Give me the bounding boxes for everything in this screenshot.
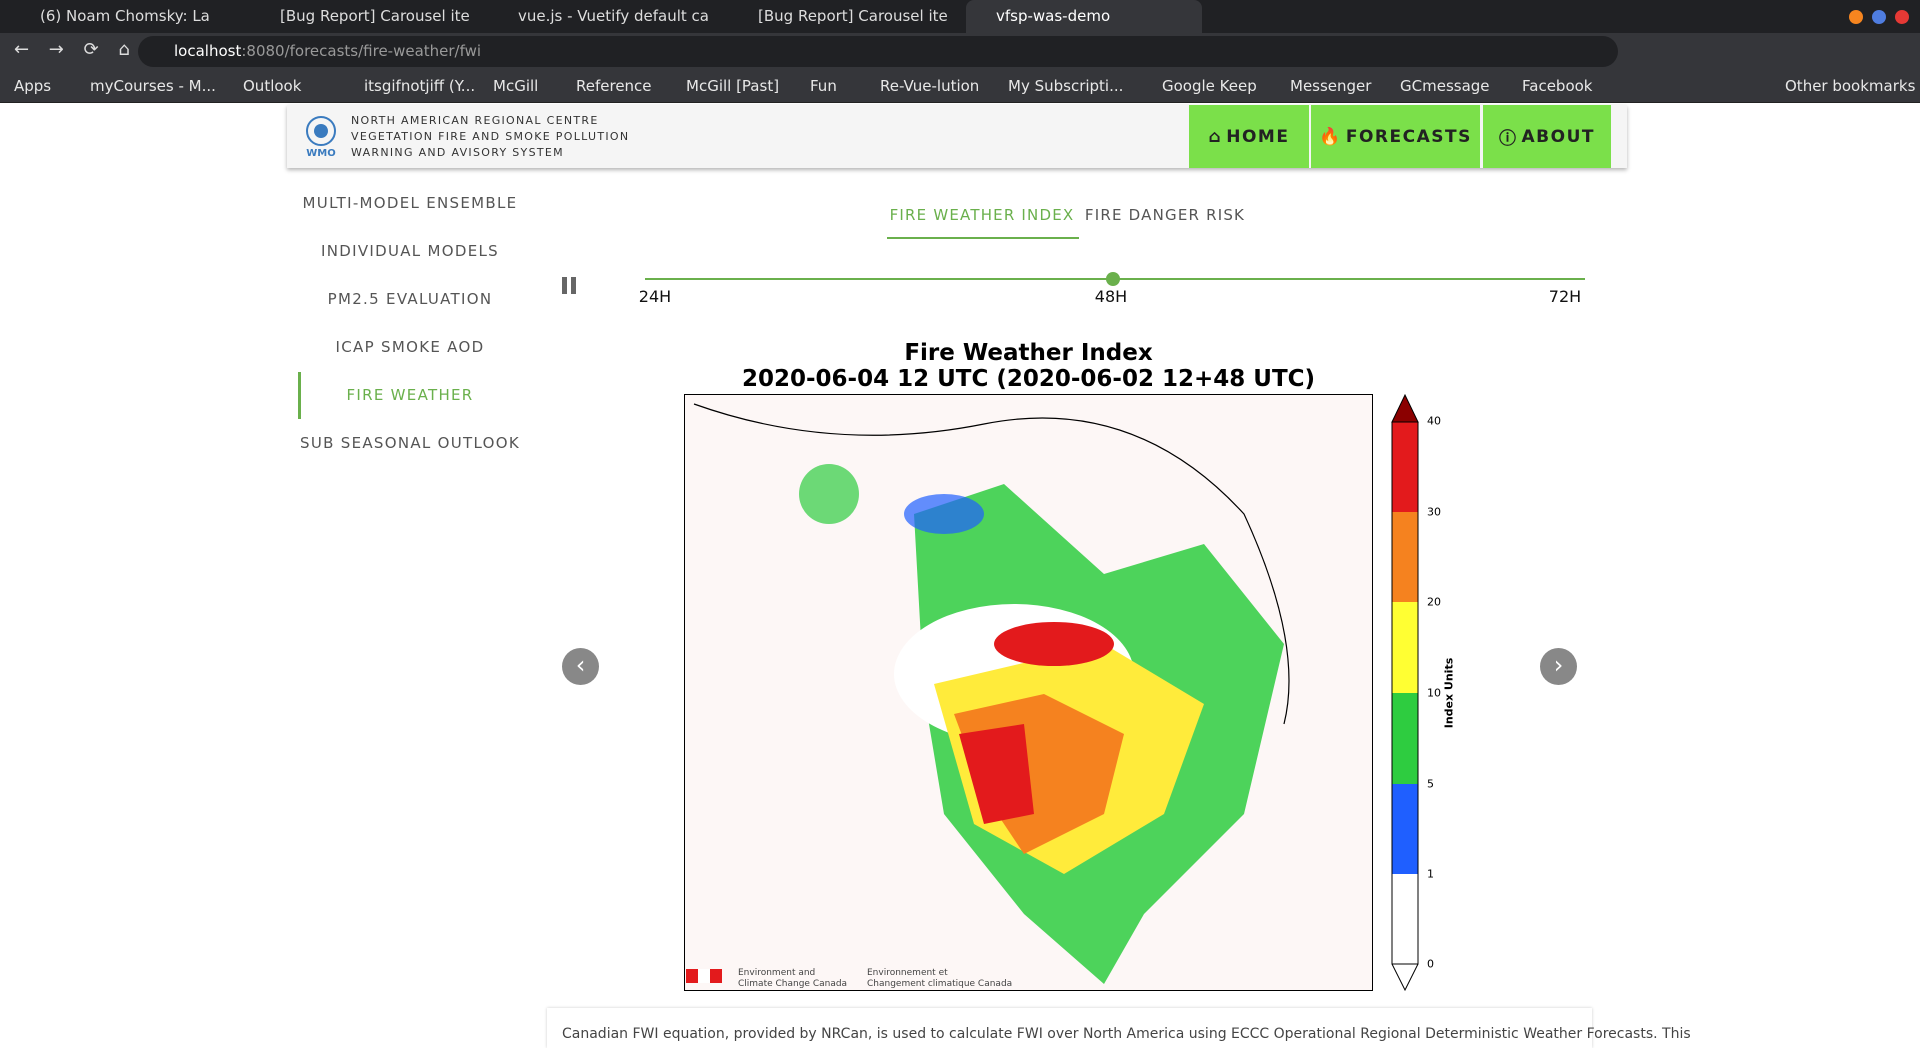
bookmark[interactable]: Reference <box>576 77 652 95</box>
colorbar-tick: 40 <box>1427 414 1441 428</box>
browser-tab[interactable]: vfsp-was-demo <box>966 0 1202 33</box>
logo-text: WMO <box>306 148 335 159</box>
slider-label: 24H <box>638 287 672 306</box>
address-bar: ← → ⟳ ⌂ localhost:8080/forecasts/fire-we… <box>0 33 1920 70</box>
colorbar-label: Index Units <box>1442 657 1456 729</box>
slider-thumb[interactable] <box>1106 272 1120 286</box>
colorbar-tick: 10 <box>1427 686 1441 700</box>
browser-tab[interactable]: [Bug Report] Carousel ite <box>280 7 470 25</box>
colorbar-tick: 30 <box>1427 505 1441 519</box>
bookmark[interactable]: Apps <box>14 77 52 95</box>
wmo-logo: WMO <box>306 116 336 159</box>
bookmark[interactable]: My Subscripti... <box>1008 77 1124 95</box>
other-bookmarks[interactable]: Other bookmarks <box>1785 77 1916 95</box>
bookmark[interactable]: Facebook <box>1522 77 1593 95</box>
colorbar-tick: 20 <box>1427 595 1441 609</box>
credit: Changement climatique Canada <box>867 979 1012 989</box>
colorbar-tick: 1 <box>1427 867 1434 881</box>
bookmark[interactable]: Messenger <box>1290 77 1372 95</box>
sidebar-item[interactable]: ICAP SMOKE AOD <box>335 338 485 356</box>
tab[interactable]: FIRE DANGER RISK <box>1084 206 1246 224</box>
nav-about[interactable]: ⓘ ABOUT <box>1483 105 1611 168</box>
tab-bar: (6) Noam Chomsky: La [Bug Report] Carous… <box>0 0 1920 33</box>
window-btn[interactable] <box>1895 10 1909 24</box>
tab-underline <box>887 237 1079 239</box>
colorbar-tick: 5 <box>1427 777 1434 791</box>
nav-label: FORECASTS <box>1345 126 1472 147</box>
browser-tab[interactable]: vue.js - Vuetify default ca <box>518 7 709 25</box>
bookmarks-bar: Apps myCourses - M... Outlook itsgifnotjiff… <box>0 70 1920 103</box>
sidebar-item[interactable]: SUB SEASONAL OUTLOOK <box>300 434 520 452</box>
map: Environment and Climate Change Canada En… <box>684 394 1373 991</box>
colorbar-tick: 0 <box>1427 957 1434 971</box>
bookmark[interactable]: Google Keep <box>1162 77 1257 95</box>
carousel-next[interactable]: › <box>1540 648 1577 685</box>
header-title: NORTH AMERICAN REGIONAL CENTRE <box>351 114 599 127</box>
figure-title: Fire Weather Index <box>904 340 1153 366</box>
icon: 🔥 <box>1319 126 1342 147</box>
credit: Environment and <box>738 968 815 978</box>
browser-tab[interactable]: (6) Noam Chomsky: La <box>40 7 210 25</box>
app-header: WMO NORTH AMERICAN REGIONAL CENTRE VEGET… <box>287 105 1627 168</box>
window-btn[interactable] <box>1872 10 1886 24</box>
sidebar-item[interactable]: MULTI-MODEL ENSEMBLE <box>302 194 518 212</box>
bookmark[interactable]: GCmessage <box>1400 77 1490 95</box>
bookmark[interactable]: McGill [Past] <box>686 77 780 95</box>
bookmark[interactable]: Outlook <box>243 77 302 95</box>
credit: Climate Change Canada <box>738 979 847 989</box>
nav-label: ABOUT <box>1521 126 1595 147</box>
nav-forecasts[interactable]: 🔥 FORECASTS <box>1311 105 1480 168</box>
header-title: VEGETATION FIRE AND SMOKE POLLUTION <box>351 130 630 143</box>
pause-bar[interactable] <box>571 277 576 294</box>
colorbar <box>1391 394 1419 992</box>
sidebar-item[interactable]: INDIVIDUAL MODELS <box>321 242 499 260</box>
tab-active[interactable]: FIRE WEATHER INDEX <box>889 206 1075 224</box>
description: Canadian FWI equation, provided by NRCan… <box>562 1026 1691 1042</box>
nav-label: HOME <box>1226 126 1290 147</box>
figure-subtitle: 2020-06-04 12 UTC (2020-06-02 12+48 UTC) <box>741 366 1316 392</box>
carousel-prev[interactable]: ‹ <box>562 648 599 685</box>
bookmark[interactable]: McGill <box>493 77 539 95</box>
description-card: Canadian FWI equation, provided by NRCan… <box>547 1008 1691 1048</box>
bookmark[interactable]: Re-Vue-lution <box>880 77 980 95</box>
icon: ⌂ <box>1208 126 1223 147</box>
slider-label: 48H <box>1094 287 1128 306</box>
slider-label: 72H <box>1548 287 1582 306</box>
pause-bar[interactable] <box>562 277 567 294</box>
bookmark[interactable]: itsgifnotjiff (Y... <box>364 77 476 95</box>
icon: ⓘ <box>1499 129 1518 149</box>
nav-home[interactable]: ⌂ HOME <box>1189 105 1309 168</box>
nav-buttons[interactable]: ← → ⟳ ⌂ <box>14 39 130 60</box>
url-host: localhost <box>174 42 242 60</box>
url-path: :8080/forecasts/fire-weather/fwi <box>241 42 482 60</box>
bookmark[interactable]: Fun <box>810 77 837 95</box>
bookmark[interactable]: myCourses - M... <box>90 77 216 95</box>
active-indicator <box>298 372 301 419</box>
window-btn[interactable] <box>1849 10 1863 24</box>
browser-tab[interactable]: [Bug Report] Carousel ite <box>758 7 948 25</box>
sidebar-item[interactable]: PM2.5 EVALUATION <box>327 290 493 308</box>
header-title: WARNING AND AVISORY SYSTEM <box>351 146 564 159</box>
credit: Environnement et <box>867 968 948 978</box>
sidebar-item-active[interactable]: FIRE WEATHER <box>346 386 474 404</box>
url-box[interactable]: localhost:8080/forecasts/fire-weather/fw… <box>138 36 1618 67</box>
